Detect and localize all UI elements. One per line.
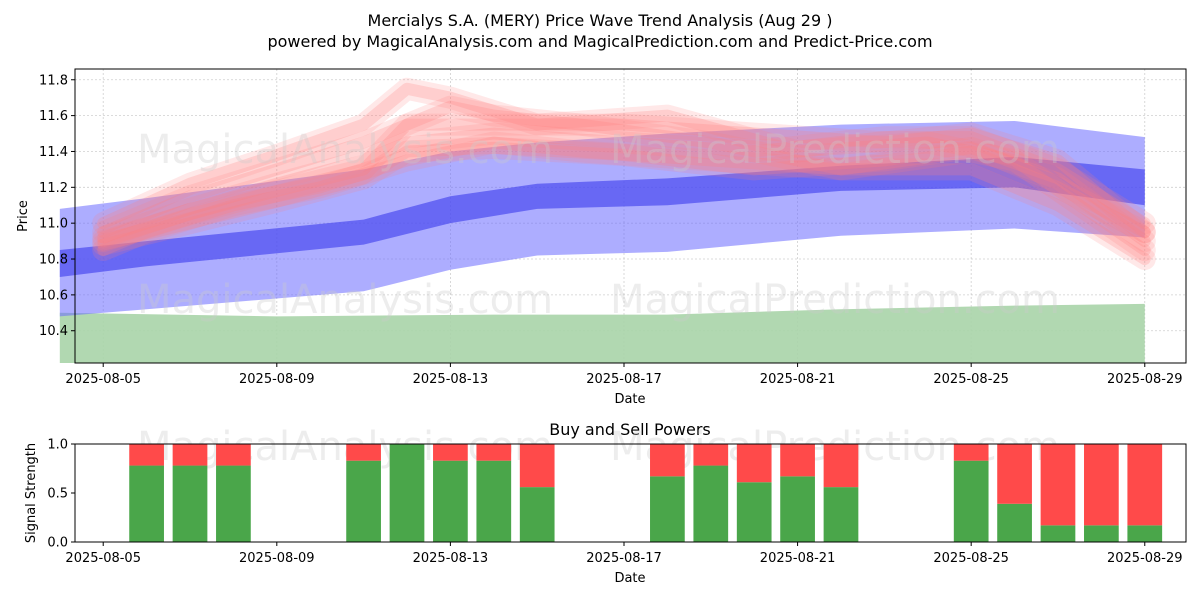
buy-bar-17 bbox=[1127, 525, 1163, 542]
price-x-tick-label-0: 2025-08-05 bbox=[65, 372, 141, 387]
price-wave-2-0 bbox=[92, 131, 1156, 262]
price-plot: MagicalAnalysis.com MagicalPrediction.co… bbox=[16, 68, 1187, 407]
power-x-ticks: 2025-08-05 2025-08-09 2025-08-13 2025-08-17… bbox=[65, 542, 1183, 566]
sell-bar-14 bbox=[997, 444, 1032, 504]
buy-bar-10 bbox=[736, 482, 772, 542]
price-wave-1-1 bbox=[97, 82, 1151, 257]
sell-bar-2 bbox=[216, 444, 251, 466]
power-x-tick-label-6: 2025-08-29 bbox=[1107, 551, 1183, 566]
price-y-axis-label: Price bbox=[16, 200, 31, 232]
price-y-tick-label-2: 10.8 bbox=[39, 253, 68, 268]
sell-bar-12 bbox=[823, 444, 859, 488]
power-y-tick-label-2: 1.0 bbox=[47, 438, 68, 453]
price-wave-0-0 bbox=[92, 113, 1156, 253]
buy-bar-6 bbox=[476, 460, 512, 542]
sell-bar-9 bbox=[693, 444, 729, 466]
power-x-axis-label: Date bbox=[614, 571, 645, 586]
buy-bar-1 bbox=[172, 465, 208, 542]
price-wave-3-1 bbox=[97, 100, 1151, 266]
buy-bar-16 bbox=[1084, 525, 1119, 542]
price-x-tick-label-5: 2025-08-25 bbox=[933, 372, 1009, 387]
sell-bar-6 bbox=[476, 444, 512, 461]
price-wave-4-1 bbox=[97, 127, 1151, 244]
sell-bar-10 bbox=[736, 444, 772, 483]
buy-bar-8 bbox=[650, 476, 685, 542]
buy-bar-11 bbox=[780, 476, 815, 542]
price-y-tick-label-3: 11.0 bbox=[39, 217, 68, 232]
buy-bar-9 bbox=[693, 465, 729, 542]
price-wave-0-1 bbox=[97, 118, 1151, 248]
power-x-tick-label-0: 2025-08-05 bbox=[65, 551, 141, 566]
sell-bar-0 bbox=[129, 444, 164, 466]
price-x-tick-label-3: 2025-08-17 bbox=[586, 372, 662, 387]
power-x-tick-label-3: 2025-08-17 bbox=[586, 551, 662, 566]
buy-bar-2 bbox=[216, 465, 251, 542]
price-x-tick-label-6: 2025-08-29 bbox=[1107, 372, 1183, 387]
volume-band bbox=[59, 303, 1145, 363]
price-y-tick-label-0: 10.4 bbox=[39, 324, 68, 339]
price-y-ticks: 10.4 10.6 10.8 11.0 11.2 11.4 11.6 11.8 bbox=[39, 73, 75, 339]
price-x-axis-label: Date bbox=[614, 392, 645, 407]
price-x-tick-label-2: 2025-08-13 bbox=[413, 372, 489, 387]
sell-bar-15 bbox=[1040, 444, 1076, 526]
buy-bar-13 bbox=[953, 460, 989, 542]
price-plot-frame bbox=[74, 68, 1187, 364]
buy-bar-0 bbox=[129, 465, 164, 542]
buy-bar-14 bbox=[997, 503, 1032, 542]
price-x-ticks: 2025-08-05 2025-08-09 2025-08-13 2025-08-17… bbox=[65, 363, 1183, 387]
trend-band-core bbox=[59, 156, 1145, 277]
price-y-tick-label-1: 10.6 bbox=[39, 288, 68, 303]
price-y-tick-label-7: 11.8 bbox=[39, 73, 68, 88]
sell-bar-8 bbox=[650, 444, 685, 477]
chart-title: Mercialys S.A. (MERY) Price Wave Trend A… bbox=[368, 11, 833, 30]
chart-subtitle: powered by MagicalAnalysis.com and Magic… bbox=[267, 32, 932, 51]
sell-bar-1 bbox=[172, 444, 208, 466]
power-bars bbox=[129, 444, 1163, 542]
price-watermarks: MagicalAnalysis.com MagicalPrediction.co… bbox=[137, 127, 1060, 323]
buy-bar-15 bbox=[1040, 525, 1076, 542]
sell-bar-13 bbox=[953, 444, 989, 461]
price-y-tick-label-6: 11.6 bbox=[39, 109, 68, 124]
price-wave-1-0 bbox=[92, 77, 1156, 262]
power-x-tick-label-1: 2025-08-09 bbox=[239, 551, 315, 566]
power-y-tick-label-1: 0.5 bbox=[47, 487, 68, 502]
price-wave-5-0 bbox=[92, 136, 1156, 256]
power-y-ticks: 0.0 0.5 1.0 bbox=[47, 438, 75, 551]
volume-area bbox=[59, 303, 1145, 363]
sell-bar-17 bbox=[1127, 444, 1163, 526]
price-wave-3-0 bbox=[92, 95, 1156, 271]
power-x-tick-label-2: 2025-08-13 bbox=[413, 551, 489, 566]
price-y-tick-label-5: 11.4 bbox=[39, 145, 68, 160]
sell-bar-16 bbox=[1084, 444, 1119, 526]
sell-bar-11 bbox=[780, 444, 815, 477]
watermark-analysis-2: MagicalAnalysis.com bbox=[137, 277, 553, 323]
price-wave-2-1 bbox=[97, 136, 1151, 257]
buy-bar-12 bbox=[823, 487, 859, 542]
power-x-tick-label-4: 2025-08-21 bbox=[760, 551, 836, 566]
power-chart-title: Buy and Sell Powers bbox=[549, 420, 711, 439]
buy-bar-7 bbox=[519, 487, 555, 542]
price-wave-4-0 bbox=[92, 122, 1156, 249]
price-x-tick-label-1: 2025-08-09 bbox=[239, 372, 315, 387]
watermark-analysis: MagicalAnalysis.com bbox=[137, 127, 553, 173]
buy-bar-5 bbox=[433, 460, 468, 542]
power-x-tick-label-5: 2025-08-25 bbox=[933, 551, 1009, 566]
price-waves bbox=[92, 77, 1156, 271]
sell-bar-3 bbox=[346, 444, 381, 461]
power-y-tick-label-0: 0.0 bbox=[47, 536, 68, 551]
buy-bar-4 bbox=[389, 444, 425, 542]
power-plot: Buy and Sell Powers MagicalAnalysis.com … bbox=[24, 420, 1187, 586]
sell-bar-7 bbox=[519, 444, 555, 488]
sell-bar-5 bbox=[433, 444, 468, 461]
buy-bar-3 bbox=[346, 460, 381, 542]
watermark-prediction-2: MagicalPrediction.com bbox=[610, 277, 1060, 323]
price-y-tick-label-4: 11.2 bbox=[39, 181, 68, 196]
power-y-axis-label: Signal Strength bbox=[24, 443, 39, 543]
price-x-tick-label-4: 2025-08-21 bbox=[760, 372, 836, 387]
price-wave-5-1 bbox=[97, 141, 1151, 251]
watermark-prediction: MagicalPrediction.com bbox=[610, 127, 1060, 173]
trend-bands bbox=[59, 120, 1145, 317]
